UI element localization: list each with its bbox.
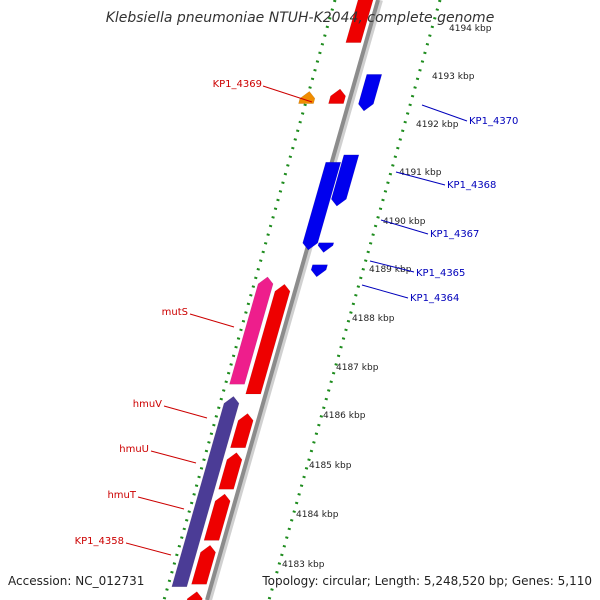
right-leader-lines xyxy=(361,104,468,299)
forward-gene-arrow[interactable] xyxy=(218,452,243,490)
leader-line xyxy=(262,85,313,103)
gene-label-kp1-4367[interactable]: KP1_4367 xyxy=(430,229,479,240)
gene-label-kp1-4369[interactable]: KP1_4369 xyxy=(213,79,262,90)
leader-line xyxy=(369,260,415,273)
forward-gene-arrow[interactable] xyxy=(186,591,203,600)
accession-text: Accession: NC_012731 xyxy=(8,574,145,588)
kbp-label: 4192 kbp xyxy=(416,120,459,130)
forward-gene-arrow[interactable] xyxy=(345,0,374,43)
kbp-label: 4187 kbp xyxy=(336,363,379,373)
kbp-label: 4190 kbp xyxy=(383,217,426,227)
gene-label-kp1-4365[interactable]: KP1_4365 xyxy=(416,268,465,279)
leader-line xyxy=(125,542,172,556)
gene-label-kp1-4364[interactable]: KP1_4364 xyxy=(410,293,459,304)
reverse-gene-arrow[interactable] xyxy=(317,242,335,253)
forward-gene-arrow[interactable] xyxy=(229,276,274,385)
reverse-gene-arrow[interactable] xyxy=(331,154,360,207)
kbp-label: 4189 kbp xyxy=(369,265,412,275)
reverse-gene-arrow[interactable] xyxy=(302,161,342,251)
leader-line xyxy=(395,171,446,186)
right-gene-labels: KP1_4370 KP1_4368 KP1_4367 KP1_4365 KP1_… xyxy=(410,116,518,304)
gene-label-muts[interactable]: mutS xyxy=(162,307,188,318)
forward-gene-arrow[interactable] xyxy=(245,283,291,395)
gene-label-kp1-4370[interactable]: KP1_4370 xyxy=(469,116,518,127)
kbp-label: 4193 kbp xyxy=(432,72,475,82)
leader-line xyxy=(163,405,208,419)
forward-gene-arrow[interactable] xyxy=(230,413,254,448)
left-gene-labels: KP1_4369 mutS hmuV hmuU hmuT KP1_4358 xyxy=(75,79,262,547)
gene-label-kp1-4358[interactable]: KP1_4358 xyxy=(75,536,124,547)
leader-line xyxy=(137,496,185,510)
kbp-label: 4184 kbp xyxy=(296,510,339,520)
kbp-label: 4191 kbp xyxy=(399,168,442,178)
gene-label-kp1-4368[interactable]: KP1_4368 xyxy=(447,180,496,191)
forward-gene-arrow[interactable] xyxy=(191,544,216,585)
leader-line xyxy=(150,450,197,464)
kbp-label: 4194 kbp xyxy=(449,24,492,34)
forward-gene-arrow[interactable] xyxy=(171,396,240,588)
forward-gene-arrow[interactable] xyxy=(328,88,346,104)
kbp-label: 4186 kbp xyxy=(323,411,366,421)
genome-backbone xyxy=(205,0,380,600)
genome-title: Klebsiella pneumoniae NTUH-K2044, comple… xyxy=(105,10,495,26)
gene-label-hmuu[interactable]: hmuU xyxy=(119,444,149,455)
leader-line xyxy=(380,219,429,235)
kbp-label: 4185 kbp xyxy=(309,461,352,471)
forward-gene-arrow[interactable] xyxy=(203,493,231,541)
leader-line xyxy=(421,104,468,122)
kbp-label: 4183 kbp xyxy=(282,560,325,570)
forward-gene-arrow[interactable] xyxy=(298,91,316,104)
leader-line xyxy=(361,284,409,299)
reverse-gene-arrow[interactable] xyxy=(358,74,383,112)
reverse-gene-arrow[interactable] xyxy=(310,264,328,278)
kbp-labels: 4194 kbp 4193 kbp 4192 kbp 4191 kbp 4190… xyxy=(282,24,492,570)
topology-text: Topology: circular; Length: 5,248,520 bp… xyxy=(262,574,592,588)
leader-line xyxy=(189,313,235,328)
gene-features xyxy=(171,0,383,600)
gene-label-hmut[interactable]: hmuT xyxy=(107,490,136,501)
gene-label-hmuv[interactable]: hmuV xyxy=(133,399,162,410)
left-leader-lines xyxy=(125,85,313,556)
kbp-label: 4188 kbp xyxy=(352,314,395,324)
